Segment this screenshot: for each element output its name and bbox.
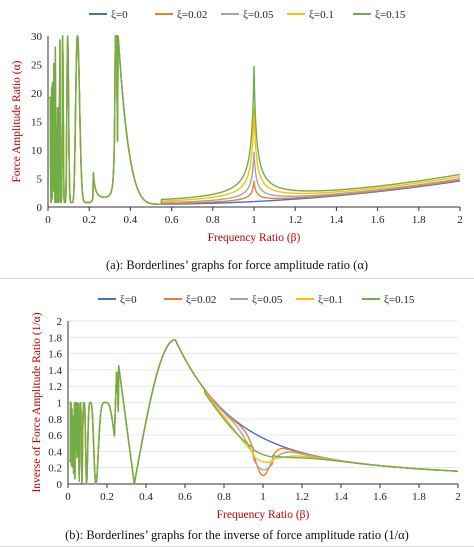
x-axis-label: Frequency Ratio (β): [208, 232, 301, 244]
y-tick-label: 1.2: [48, 381, 62, 393]
legend-label: ξ=0: [111, 9, 128, 21]
x-tick-label: 0.6: [178, 491, 192, 503]
x-tick-label: 1: [251, 214, 257, 226]
y-tick-label: 1.4: [48, 365, 62, 377]
legend-label: ξ=0.1: [318, 294, 343, 306]
y-axis-label: Inverse of Force Amplitude Ratio (1/α): [31, 312, 43, 492]
x-tick-label: 0.8: [217, 491, 231, 503]
y-tick-label: 0: [37, 202, 43, 214]
legend-label: ξ=0.02: [186, 294, 216, 306]
x-tick-label: 0.4: [124, 214, 138, 226]
series-line-4: [47, 35, 461, 205]
legend-label: ξ=0.15: [384, 294, 415, 306]
y-tick-label: 25: [31, 60, 43, 72]
x-tick-label: 0.2: [82, 214, 96, 226]
x-tick-label: 0: [45, 214, 51, 226]
legend-label: ξ=0.05: [252, 294, 283, 306]
chart-a: 0 0.2 0.4 0.6 0.8 1 1.2 1.4 1.6 1.8 2 0 5 10 15 20 25 30 F…: [11, 9, 463, 272]
x-tick-label: 1.8: [412, 491, 426, 503]
chart-b-svg: 0 0.2 0.4 0.6 0.8 1 1.2 1.4 1.6 1.8 2 0 0.2 0.4 0.6 0.8…: [31, 294, 461, 521]
x-tick-label: 1.6: [373, 491, 387, 503]
x-tick-label: 2: [455, 491, 461, 503]
x-tick-label: 1.2: [288, 214, 302, 226]
series-line-3: [47, 35, 461, 205]
legend-label: ξ=0.15: [375, 9, 406, 21]
series-line-3: [67, 339, 459, 485]
x-tick-label: 0.4: [139, 491, 153, 503]
y-tick-label: 20: [31, 88, 43, 100]
x-tick-label: 1.4: [330, 214, 344, 226]
y-tick-label: 30: [31, 31, 43, 43]
y-tick-label: 15: [31, 117, 43, 129]
series-line-4: [67, 339, 459, 485]
y-tick-label: 1: [57, 398, 63, 410]
x-tick-label: 1.6: [371, 214, 385, 226]
x-tick-label: 0.2: [100, 491, 114, 503]
x-tick-label: 1.2: [295, 491, 309, 503]
chart-b: 0 0.2 0.4 0.6 0.8 1 1.2 1.4 1.6 1.8 2 0 0.2 0.4 0.6 0.8…: [0, 283, 474, 547]
y-tick-label: 1.8: [48, 332, 62, 344]
y-tick-label: 0.6: [48, 430, 62, 442]
y-tick-label: 0.8: [48, 414, 62, 426]
legend-label: ξ=0.05: [243, 9, 274, 21]
y-axis-label: Force Amplitude Ratio (α): [11, 60, 23, 182]
x-tick-label: 0.8: [206, 214, 220, 226]
x-tick-label: 2: [457, 214, 463, 226]
y-tick-label: 5: [37, 174, 43, 186]
y-tick-label: 0.4: [48, 446, 62, 458]
y-tick-label: 10: [31, 145, 43, 157]
y-tick-label: 2: [57, 316, 63, 328]
x-tick-label: 0: [65, 491, 71, 503]
x-tick-label: 1: [260, 491, 266, 503]
legend-label: ξ=0: [120, 294, 137, 306]
x-tick-label: 1.4: [334, 491, 348, 503]
legend-label: ξ=0.02: [177, 9, 207, 21]
y-tick-label: 1.6: [48, 349, 62, 361]
legend-label: ξ=0.1: [309, 9, 334, 21]
y-tick-label: 0.2: [48, 463, 62, 475]
x-tick-label: 1.8: [412, 214, 426, 226]
chart-a-svg: 0 0.2 0.4 0.6 0.8 1 1.2 1.4 1.6 1.8 2051015202530F…: [11, 9, 463, 244]
x-tick-label: 0.6: [165, 214, 179, 226]
y-tick-label: 0: [57, 479, 63, 491]
chart-b-caption: (b): Borderlines’ graphs for the inverse…: [65, 528, 409, 542]
divider: [0, 278, 474, 279]
x-axis-label: Frequency Ratio (β): [217, 509, 310, 521]
chart-a-caption: (a): Borderlines’ graphs for force ampli…: [105, 258, 369, 272]
